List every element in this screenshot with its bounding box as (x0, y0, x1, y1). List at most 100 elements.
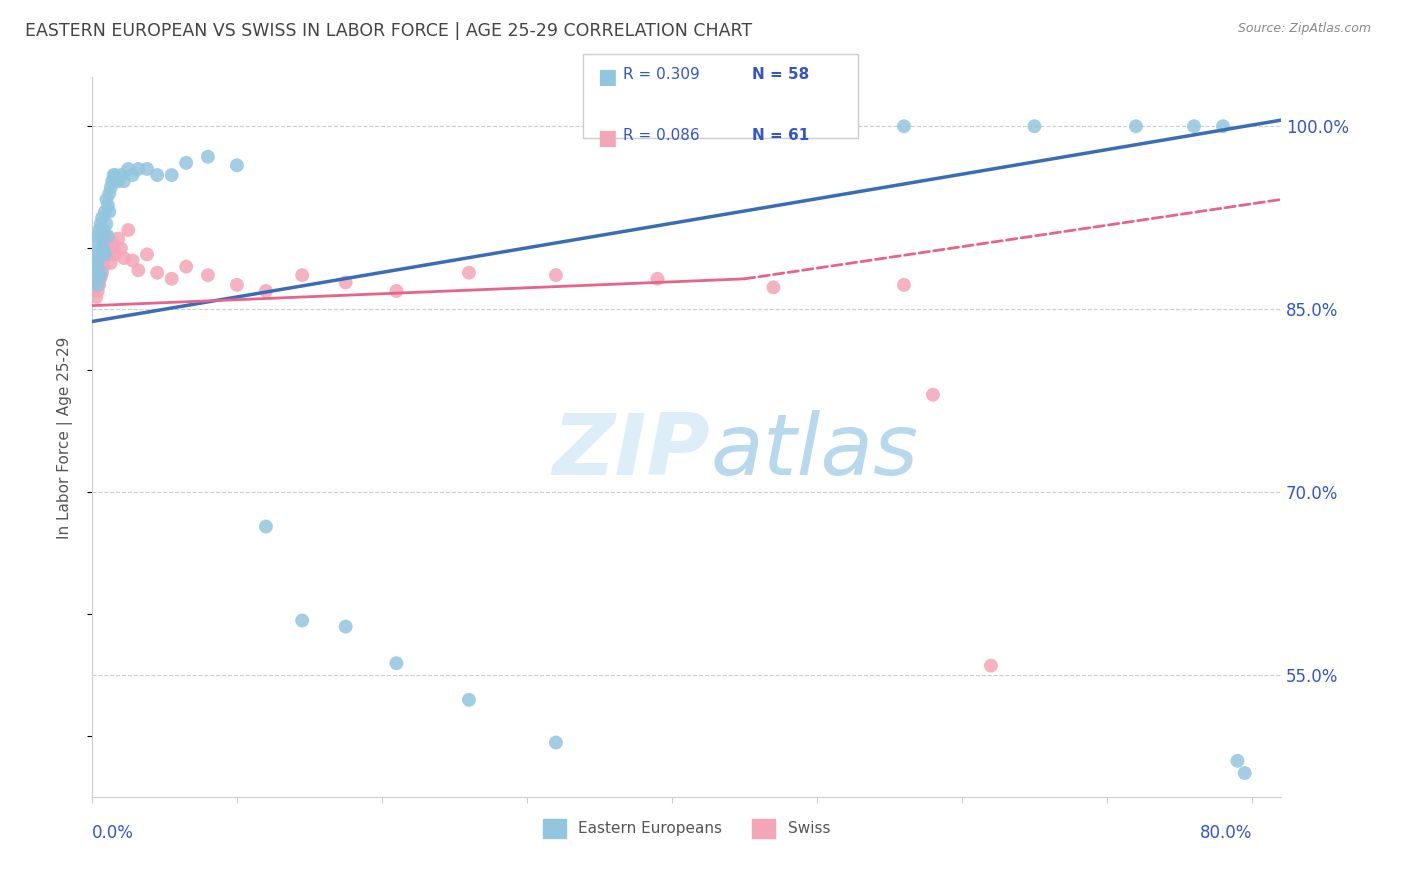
Legend: Eastern Europeans, Swiss: Eastern Europeans, Swiss (537, 813, 837, 844)
Point (84, 268, 107, 282)
Point (91, 251, 114, 265)
Point (174, 260, 197, 274)
Point (90, 217, 112, 231)
Text: ■: ■ (598, 128, 617, 147)
Point (254, 284, 277, 298)
Point (291, 614, 314, 628)
Point (544, 735, 567, 749)
Point (96, 193, 118, 207)
Point (101, 174, 124, 188)
Text: N = 61: N = 61 (752, 128, 810, 143)
Text: ZIP: ZIP (553, 410, 710, 493)
Point (101, 235, 124, 250)
Point (112, 174, 135, 188)
Point (97, 239, 120, 253)
Text: EASTERN EUROPEAN VS SWISS IN LABOR FORCE | AGE 25-29 CORRELATION CHART: EASTERN EUROPEAN VS SWISS IN LABOR FORCE… (25, 22, 752, 40)
Point (197, 150, 219, 164)
Text: 80.0%: 80.0% (1199, 824, 1251, 842)
Point (762, 120, 785, 134)
Point (226, 277, 249, 292)
Point (98, 204, 121, 219)
Point (107, 231, 129, 245)
Point (458, 693, 481, 707)
Point (136, 247, 159, 261)
Point (1182, 120, 1205, 134)
Point (83, 260, 105, 274)
Point (160, 272, 183, 286)
Point (94, 235, 117, 250)
Point (96, 217, 118, 231)
Point (91, 229, 114, 244)
Text: N = 58: N = 58 (752, 67, 810, 82)
Point (98, 247, 121, 261)
Point (83, 247, 105, 261)
Text: R = 0.309: R = 0.309 (623, 67, 700, 82)
Point (127, 263, 149, 277)
Point (93, 244, 115, 258)
Point (91, 211, 114, 225)
Point (121, 253, 143, 268)
Point (93, 241, 115, 255)
Point (83, 276, 105, 290)
Point (94, 204, 117, 219)
Point (254, 519, 277, 533)
Point (87, 253, 110, 268)
Point (647, 120, 669, 134)
Point (893, 277, 915, 292)
Point (980, 658, 1002, 673)
Point (89, 263, 111, 277)
Point (91, 247, 114, 261)
Point (89, 223, 111, 237)
Point (100, 180, 122, 194)
Point (893, 120, 915, 134)
Point (174, 156, 197, 170)
Point (90, 256, 112, 270)
Text: 0.0%: 0.0% (91, 824, 134, 842)
Point (197, 268, 219, 282)
Point (160, 168, 183, 182)
Point (544, 268, 567, 282)
Point (110, 241, 132, 255)
Point (110, 168, 132, 182)
Point (84, 290, 107, 304)
Point (91, 266, 114, 280)
Point (335, 276, 357, 290)
Point (90, 270, 112, 285)
Point (112, 251, 135, 265)
Point (385, 657, 408, 671)
Point (87, 277, 110, 292)
Text: Source: ZipAtlas.com: Source: ZipAtlas.com (1237, 22, 1371, 36)
Text: R = 0.086: R = 0.086 (623, 128, 699, 143)
Point (1233, 766, 1256, 780)
Point (127, 161, 149, 176)
Point (97, 229, 120, 244)
Point (93, 223, 115, 237)
Point (84, 272, 107, 286)
Point (90, 268, 112, 282)
Point (335, 619, 357, 633)
Point (82, 266, 104, 280)
Point (647, 272, 669, 286)
Point (97, 198, 120, 212)
Point (458, 266, 481, 280)
Text: atlas: atlas (710, 410, 918, 493)
Point (94, 250, 117, 264)
Point (96, 229, 118, 244)
Point (1226, 754, 1249, 768)
Point (104, 168, 127, 182)
Point (87, 284, 110, 298)
Point (117, 161, 139, 176)
Y-axis label: In Labor Force | Age 25-29: In Labor Force | Age 25-29 (58, 336, 73, 539)
Point (1024, 120, 1046, 134)
Point (762, 280, 785, 294)
Point (94, 247, 117, 261)
Point (136, 161, 159, 176)
Point (90, 241, 112, 255)
Point (89, 277, 111, 292)
Point (98, 186, 121, 201)
Point (385, 284, 408, 298)
Point (104, 247, 127, 261)
Text: ■: ■ (598, 67, 617, 87)
Point (291, 268, 314, 282)
Point (89, 247, 111, 261)
